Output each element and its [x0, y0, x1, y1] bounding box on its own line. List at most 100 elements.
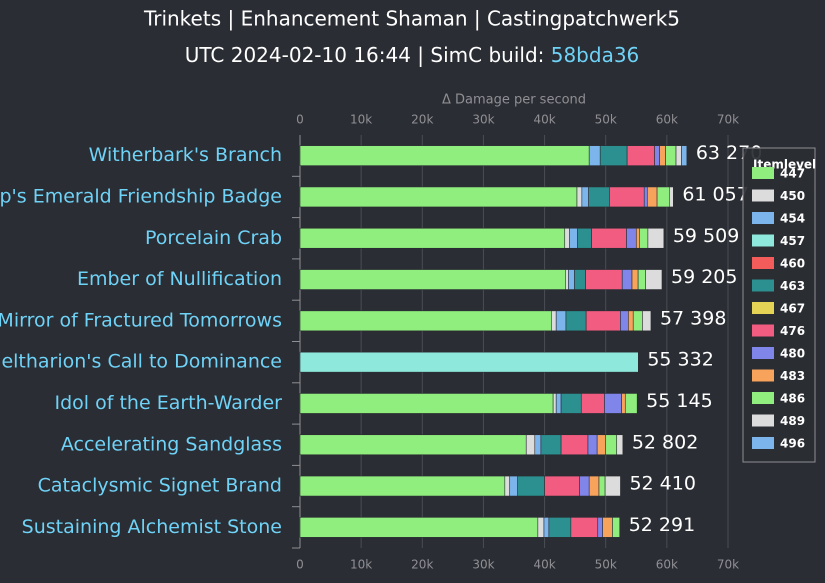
- bar-segment: [543, 517, 550, 538]
- bar-segment: [596, 434, 607, 456]
- bar-segment: [656, 186, 670, 208]
- total-label: 52 802: [632, 431, 698, 453]
- total-label: 59 509: [673, 225, 739, 247]
- x-tick-label-bottom: 20k: [411, 558, 433, 572]
- bar-segment: [597, 517, 603, 538]
- bar-segment: [669, 186, 674, 208]
- bar-segment: [579, 475, 590, 497]
- category-label: Pip's Emerald Friendship Badge: [0, 185, 282, 207]
- x-tick-label-top: 70k: [717, 113, 739, 127]
- category-label: Accelerating Sandglass: [61, 433, 282, 455]
- bar-segment: [675, 145, 682, 166]
- legend-label: 483: [780, 369, 805, 383]
- x-tick-label-bottom: 50k: [595, 558, 617, 572]
- legend-label: 447: [780, 167, 805, 181]
- bar-segment: [637, 269, 646, 290]
- legend-swatch: [752, 257, 774, 269]
- legend-swatch: [752, 167, 774, 179]
- bar-segment: [564, 227, 570, 249]
- bar-segment: [604, 475, 621, 497]
- legend-swatch: [752, 347, 774, 359]
- total-label: 57 398: [660, 307, 726, 329]
- category-label: Neltharion's Call to Dominance: [0, 351, 282, 373]
- bar-segment: [544, 475, 580, 497]
- x-tick-label-top: 60k: [656, 113, 678, 127]
- x-tick-label-bottom: 30k: [472, 558, 494, 572]
- bar-segment: [299, 310, 552, 332]
- bar-segment: [598, 475, 606, 497]
- category-label: Porcelain Crab: [145, 227, 282, 249]
- category-label: Witherbark's Branch: [89, 144, 282, 166]
- bar-segment: [299, 434, 527, 456]
- bar-segment: [580, 393, 605, 414]
- x-tick-label-bottom: 40k: [533, 558, 555, 572]
- category-label: Sustaining Alchemist Stone: [22, 516, 282, 538]
- bar-segment: [599, 145, 628, 166]
- bar-segment: [665, 145, 677, 166]
- total-label: 55 332: [647, 349, 713, 371]
- x-tick-label-top: 40k: [533, 113, 555, 127]
- bar-segment: [604, 393, 622, 414]
- bar-segment: [550, 310, 557, 332]
- category-label: Mirror of Fractured Tomorrows: [0, 309, 282, 331]
- bar-segment: [299, 145, 590, 166]
- bar-segment: [576, 186, 583, 208]
- total-label: 52 410: [629, 473, 695, 495]
- legend: Itemlevel4474504544574604634674764804834…: [742, 147, 816, 463]
- total-label: 52 291: [629, 514, 695, 536]
- build-link[interactable]: 58bda36: [551, 43, 640, 67]
- legend-swatch: [752, 414, 774, 427]
- bar-segment: [560, 393, 582, 414]
- bar-segment: [645, 269, 663, 290]
- bar-segment: [299, 227, 566, 249]
- bar-segment: [525, 434, 536, 456]
- legend-label: 496: [780, 437, 805, 451]
- total-label: 59 205: [671, 266, 737, 288]
- bar-segment: [504, 475, 511, 497]
- bar-segment: [577, 227, 592, 249]
- x-tick-label-bottom: 60k: [656, 558, 678, 572]
- bar-segment: [509, 475, 518, 497]
- bar-segment: [570, 517, 599, 538]
- bar-segment: [552, 393, 557, 414]
- bar-segment: [587, 434, 598, 456]
- bar-segment: [565, 269, 569, 290]
- legend-label: 454: [780, 212, 805, 226]
- bar-segment: [639, 227, 649, 249]
- total-label: 61 057: [682, 183, 748, 205]
- x-axis-label: Δ Damage per second: [442, 93, 586, 108]
- x-tick-label-bottom: 0: [296, 558, 304, 572]
- legend-label: 486: [780, 392, 805, 406]
- bar-segment: [654, 145, 660, 166]
- legend-label: 476: [780, 324, 805, 338]
- bar-segment: [299, 186, 578, 208]
- bar-segment: [560, 434, 589, 456]
- bar-segment: [299, 475, 506, 497]
- legend-swatch: [752, 369, 774, 382]
- bar-segment: [568, 269, 575, 290]
- subtitle-text: UTC 2024-02-10 16:44 | SimC build:: [185, 43, 551, 67]
- x-tick-label-top: 20k: [411, 113, 433, 127]
- bar-segment: [588, 186, 610, 208]
- bar-segment: [588, 145, 601, 166]
- legend-swatch: [752, 234, 774, 247]
- bar-segment: [591, 227, 627, 249]
- x-tick-label-top: 30k: [472, 113, 494, 127]
- category-label: Cataclysmic Signet Brand: [38, 475, 282, 497]
- bar-segment: [540, 434, 562, 456]
- bar-segment: [620, 310, 629, 332]
- bar-segment: [631, 269, 639, 290]
- legend-swatch: [752, 189, 774, 202]
- bar-segment: [588, 475, 600, 497]
- legend-label: 489: [780, 414, 805, 428]
- bar-segment: [628, 310, 634, 332]
- bar-segment: [643, 186, 648, 208]
- legend-label: 457: [780, 234, 805, 248]
- bar-segment: [565, 310, 587, 332]
- bar-segment: [555, 310, 567, 332]
- chart-title: Trinkets | Enhancement Shaman | Castingp…: [143, 7, 680, 31]
- bar-segment: [299, 269, 566, 290]
- legend-swatch: [752, 437, 774, 449]
